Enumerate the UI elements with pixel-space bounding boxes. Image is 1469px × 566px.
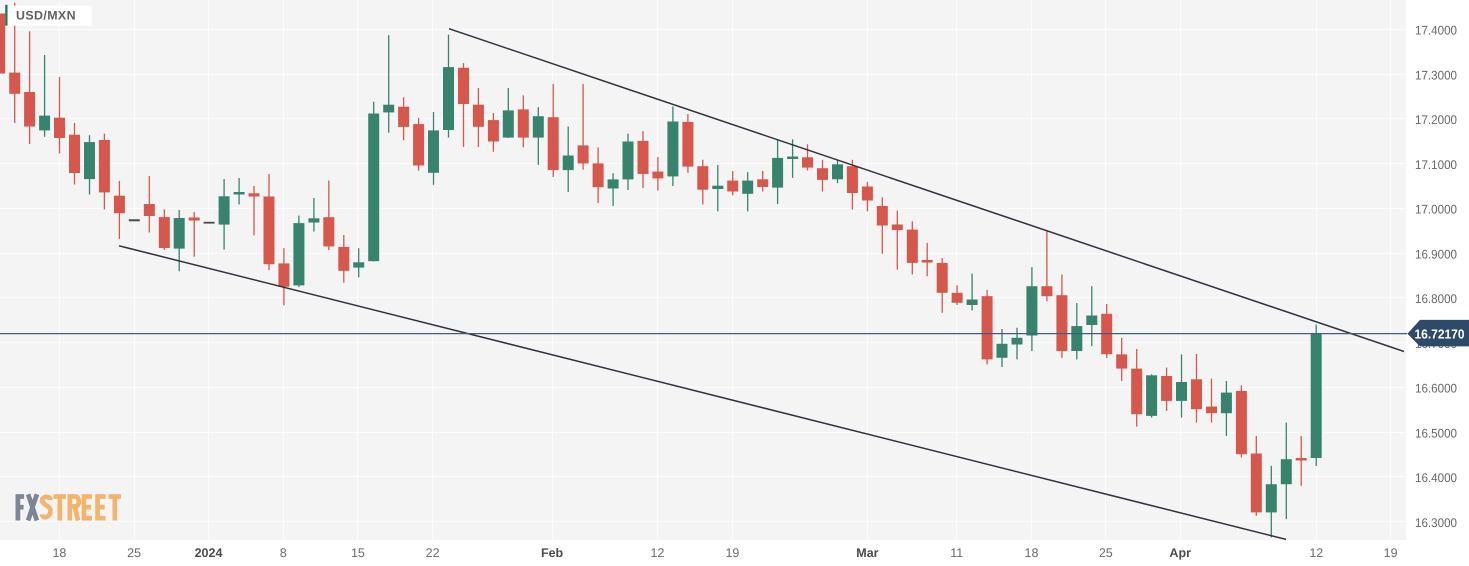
svg-text:Apr: Apr xyxy=(1169,546,1191,560)
svg-text:12: 12 xyxy=(650,546,664,560)
svg-text:25: 25 xyxy=(1099,546,1113,560)
svg-text:17.0000: 17.0000 xyxy=(1415,203,1457,217)
svg-text:2024: 2024 xyxy=(195,546,223,560)
svg-text:19: 19 xyxy=(725,546,739,560)
svg-text:16.6000: 16.6000 xyxy=(1415,382,1457,396)
svg-text:11: 11 xyxy=(950,546,963,560)
svg-text:18: 18 xyxy=(1025,546,1039,560)
svg-text:Mar: Mar xyxy=(856,546,878,560)
svg-text:Feb: Feb xyxy=(541,546,564,560)
svg-text:16.4000: 16.4000 xyxy=(1415,471,1457,485)
svg-text:USD/MXN: USD/MXN xyxy=(16,9,76,23)
svg-text:16.3000: 16.3000 xyxy=(1415,516,1457,530)
svg-text:17.1000: 17.1000 xyxy=(1415,158,1457,172)
svg-text:22: 22 xyxy=(426,546,440,560)
svg-text:17.3000: 17.3000 xyxy=(1415,68,1457,82)
svg-text:17.2000: 17.2000 xyxy=(1415,113,1457,127)
svg-text:19: 19 xyxy=(1384,546,1398,560)
svg-text:8: 8 xyxy=(280,546,287,560)
svg-text:16.9000: 16.9000 xyxy=(1415,247,1457,261)
svg-text:16.72170: 16.72170 xyxy=(1415,327,1465,342)
svg-text:12: 12 xyxy=(1309,546,1323,560)
svg-text:18: 18 xyxy=(52,546,66,560)
svg-text:15: 15 xyxy=(351,546,365,560)
svg-text:17.4000: 17.4000 xyxy=(1415,24,1457,38)
svg-text:16.5000: 16.5000 xyxy=(1415,426,1457,440)
svg-text:25: 25 xyxy=(127,546,141,560)
svg-text:16.8000: 16.8000 xyxy=(1415,292,1457,306)
